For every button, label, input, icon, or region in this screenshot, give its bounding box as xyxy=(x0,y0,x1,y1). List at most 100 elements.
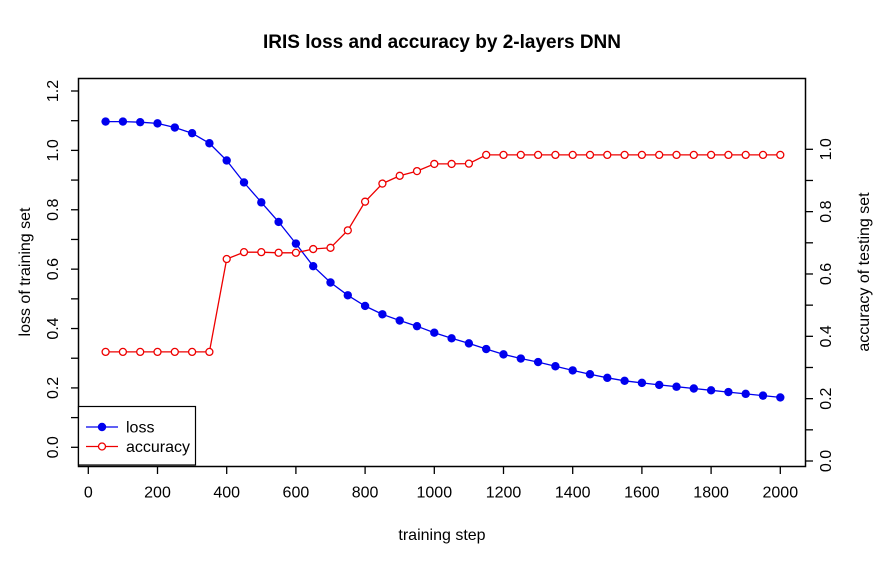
loss-point xyxy=(706,386,716,395)
loss-point xyxy=(205,139,214,148)
loss-point xyxy=(101,117,110,126)
accuracy-point xyxy=(551,150,560,160)
x-tick-label: 200 xyxy=(144,485,171,502)
legend-box xyxy=(77,405,197,466)
left-tick-label: 0.6 xyxy=(45,258,62,280)
accuracy-point xyxy=(447,159,456,169)
x-tick-label: 1200 xyxy=(486,485,522,502)
loss-point xyxy=(585,370,595,379)
series-accuracy xyxy=(101,150,785,357)
accuracy-point xyxy=(516,150,525,160)
accuracy-point xyxy=(482,150,491,160)
right-axis-tick-labels: 0.0 0.2 0.4 0.6 0.8 1.0 xyxy=(818,138,835,472)
accuracy-point xyxy=(360,197,370,206)
x-tick-label: 0 xyxy=(84,485,93,502)
right-tick-label: 1.0 xyxy=(818,138,835,160)
accuracy-line xyxy=(105,154,781,353)
accuracy-point xyxy=(153,347,162,357)
accuracy-point xyxy=(136,347,145,357)
x-axis-ticks xyxy=(87,466,781,474)
left-axis-tick-labels: 0.0 0.2 0.4 0.6 0.8 1.0 1.2 xyxy=(45,80,62,459)
loss-point xyxy=(482,344,491,354)
accuracy-point xyxy=(499,150,508,160)
accuracy-point xyxy=(118,347,128,357)
loss-point xyxy=(637,378,647,388)
accuracy-point xyxy=(603,150,612,160)
loss-point xyxy=(170,123,179,132)
x-tick-label: 1000 xyxy=(417,485,453,502)
right-tick-label: 0.2 xyxy=(818,387,835,409)
loss-point xyxy=(516,354,525,363)
accuracy-point xyxy=(724,150,733,160)
loss-point xyxy=(499,350,508,359)
x-tick-label: 1800 xyxy=(693,485,729,502)
accuracy-point xyxy=(568,150,577,160)
loss-point xyxy=(378,310,387,319)
left-tick-label: 1.2 xyxy=(45,80,62,102)
left-tick-label: 0.8 xyxy=(45,199,62,221)
accuracy-point xyxy=(257,248,266,257)
loss-point xyxy=(533,357,543,367)
accuracy-point xyxy=(412,166,422,176)
loss-point xyxy=(672,382,681,391)
x-tick-label: 2000 xyxy=(763,485,799,502)
legend-accuracy-point xyxy=(97,442,107,451)
loss-point xyxy=(741,389,750,399)
right-tick-label: 0.6 xyxy=(818,263,835,285)
loss-point xyxy=(464,339,474,348)
loss-point xyxy=(430,328,439,337)
accuracy-point xyxy=(637,150,647,160)
x-tick-label: 1400 xyxy=(555,485,591,502)
loss-point xyxy=(568,366,577,375)
x-tick-label: 400 xyxy=(213,485,240,502)
accuracy-point xyxy=(533,150,543,160)
loss-point xyxy=(326,278,335,287)
accuracy-point xyxy=(309,244,318,254)
right-tick-label: 0.8 xyxy=(818,200,835,222)
right-axis-ticks xyxy=(805,148,813,462)
accuracy-point xyxy=(758,150,768,160)
loss-line xyxy=(105,120,781,399)
accuracy-point xyxy=(464,159,474,168)
accuracy-point xyxy=(585,150,595,160)
accuracy-point xyxy=(291,248,301,257)
accuracy-point xyxy=(776,150,785,160)
loss-point xyxy=(118,117,128,126)
accuracy-point xyxy=(205,347,214,357)
accuracy-point xyxy=(222,254,231,264)
left-axis-title: loss of training set xyxy=(17,207,34,337)
x-tick-label: 800 xyxy=(352,485,379,502)
loss-point xyxy=(395,316,404,325)
right-axis-title: accuracy of testing set xyxy=(856,192,873,352)
series-loss xyxy=(101,117,785,402)
accuracy-point xyxy=(274,248,283,257)
loss-point xyxy=(603,373,612,383)
x-axis-tick-labels: 0 200 400 600 800 1000 1200 1400 1600 1800 2000 xyxy=(84,485,798,502)
accuracy-point xyxy=(170,347,179,357)
loss-point xyxy=(153,119,162,128)
loss-point xyxy=(291,239,301,248)
loss-point xyxy=(136,117,145,127)
loss-point xyxy=(776,393,785,402)
loss-point xyxy=(620,376,629,385)
loss-point xyxy=(551,362,560,371)
left-tick-label: 1.0 xyxy=(45,139,62,161)
accuracy-point xyxy=(239,248,249,257)
legend-label: accuracy xyxy=(126,439,190,456)
right-tick-label: 0.4 xyxy=(818,325,835,347)
x-tick-label: 1600 xyxy=(624,485,660,502)
loss-point xyxy=(412,321,422,331)
legend-loss-point xyxy=(97,422,107,432)
accuracy-point xyxy=(326,243,335,252)
left-tick-label: 0.2 xyxy=(45,377,62,399)
loss-point xyxy=(309,261,318,271)
accuracy-point xyxy=(620,150,629,160)
legend-label: loss xyxy=(126,420,154,437)
loss-point xyxy=(274,217,283,227)
left-tick-label: 0.0 xyxy=(45,436,62,458)
legend: loss accuracy xyxy=(77,405,197,466)
left-tick-label: 0.4 xyxy=(45,317,62,339)
accuracy-point xyxy=(395,171,404,180)
